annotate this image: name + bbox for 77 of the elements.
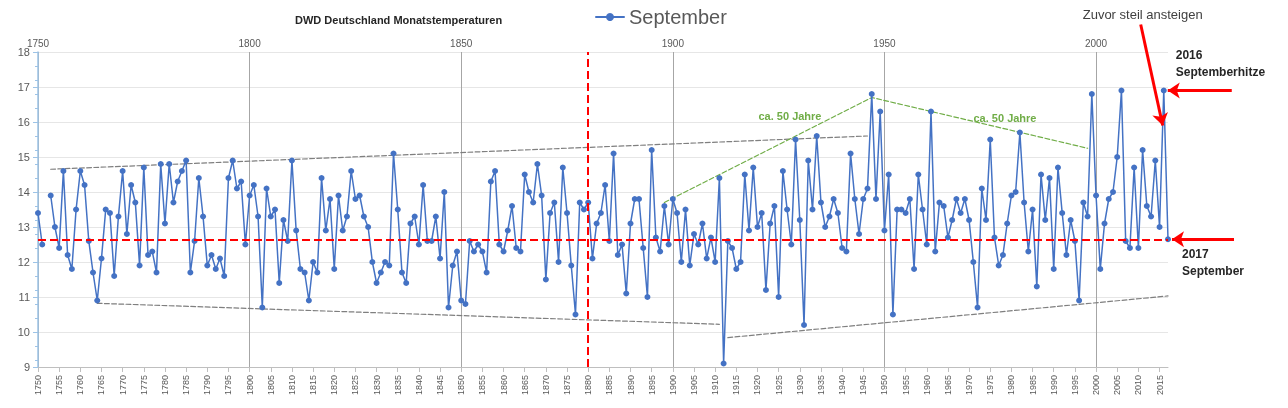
x-tick-label: 1960 [921, 375, 932, 396]
x-tick-label: 1830 [371, 375, 382, 396]
x-tick-label: 1875 [562, 375, 573, 396]
ref-line-label: 2017 September [1182, 246, 1245, 278]
x-tick-label: 1815 [308, 375, 319, 396]
x-tick-label: 1935 [815, 375, 826, 396]
x-tick-label: 1780 [159, 375, 170, 396]
x-tick-label: 1955 [900, 375, 911, 396]
x-tick-label: 1805 [265, 375, 276, 396]
x2-tick-label: 1900 [661, 37, 685, 49]
x-tick-label: 1990 [1048, 375, 1059, 396]
y-tick-label: 15 [17, 151, 30, 163]
y-tick-label: 9 [23, 361, 30, 373]
x-tick-label: 1820 [329, 375, 340, 396]
x-tick-label: 1825 [350, 375, 361, 396]
y-tick-label: 14 [17, 186, 30, 198]
x-tick-label: 1965 [942, 375, 953, 396]
x-tick-label: 2000 [1091, 375, 1102, 396]
y-tick-label: 16 [17, 116, 30, 128]
y-tick-label: 11 [18, 291, 30, 303]
y-tick-label: 13 [17, 221, 30, 233]
x-tick-label: 1750 [33, 375, 43, 396]
x-tick-label: 1765 [96, 375, 107, 396]
x-tick-label: 1755 [54, 375, 65, 396]
x-tick-label: 2015 [1154, 375, 1165, 396]
annotation: 2016 Septemberhitze [1175, 48, 1266, 79]
x-tick-label: 1900 [667, 375, 678, 396]
x-tick-label: 1920 [752, 375, 763, 396]
annotation: ca. 50 Jahre [973, 112, 1037, 124]
x-tick-label: 1925 [773, 375, 784, 396]
x-tick-label: 1850 [456, 375, 467, 396]
chart-title: DWD Deutschland Monatstemperaturen [295, 13, 503, 26]
x-tick-label: 1995 [1069, 375, 1080, 396]
x-tick-label: 1905 [688, 375, 699, 396]
x-tick-label: 1885 [604, 375, 615, 396]
x2-tick-label: 1750 [26, 37, 50, 49]
x-tick-label: 1800 [244, 375, 255, 396]
y-tick-label: 17 [17, 81, 30, 93]
x-tick-label: 1835 [392, 375, 403, 396]
x-tick-label: 1785 [181, 375, 192, 396]
x-tick-label: 1910 [710, 375, 721, 396]
x-tick-label: 2010 [1133, 375, 1144, 396]
x2-tick-label: 1800 [238, 37, 262, 49]
x2-tick-label: 1850 [450, 37, 473, 49]
x-tick-label: 1855 [477, 375, 488, 396]
x-tick-label: 1860 [498, 375, 509, 396]
x-tick-label: 1970 [964, 375, 975, 396]
x-tick-label: 1940 [837, 375, 848, 396]
x-tick-label: 1880 [583, 375, 594, 396]
x-tick-label: 1795 [223, 375, 234, 396]
x-tick-label: 1865 [519, 375, 530, 396]
x-tick-label: 1870 [540, 375, 551, 396]
x-tick-label: 1770 [117, 375, 128, 396]
annotation: ca. 50 Jahre [758, 110, 822, 122]
x-tick-label: 1985 [1027, 375, 1038, 396]
x2-tick-label: 2000 [1084, 37, 1108, 49]
x-tick-label: 1790 [202, 375, 213, 396]
x-tick-label: 1890 [625, 375, 636, 396]
y-tick-label: 12 [17, 256, 30, 268]
x-tick-label: 1980 [1006, 375, 1017, 396]
x-tick-label: 2005 [1112, 375, 1123, 396]
x-tick-label: 1975 [985, 375, 996, 396]
x-tick-label: 1930 [794, 375, 805, 396]
x-tick-label: 1945 [858, 375, 869, 396]
annotation: Zuvor steil ansteigen [1082, 7, 1203, 22]
x-tick-label: 1915 [731, 375, 742, 396]
x-tick-label: 1895 [646, 375, 657, 396]
x-tick-label: 1810 [286, 375, 297, 396]
x-tick-label: 1845 [435, 375, 446, 396]
y-tick-label: 18 [17, 46, 30, 58]
x-tick-label: 1950 [879, 375, 890, 396]
x-tick-label: 1760 [75, 375, 86, 396]
legend-label: September [629, 6, 728, 28]
x2-tick-label: 1950 [873, 37, 896, 49]
y-tick-label: 10 [17, 326, 30, 338]
x-tick-label: 1775 [138, 375, 149, 396]
x-tick-label: 1840 [413, 375, 424, 396]
